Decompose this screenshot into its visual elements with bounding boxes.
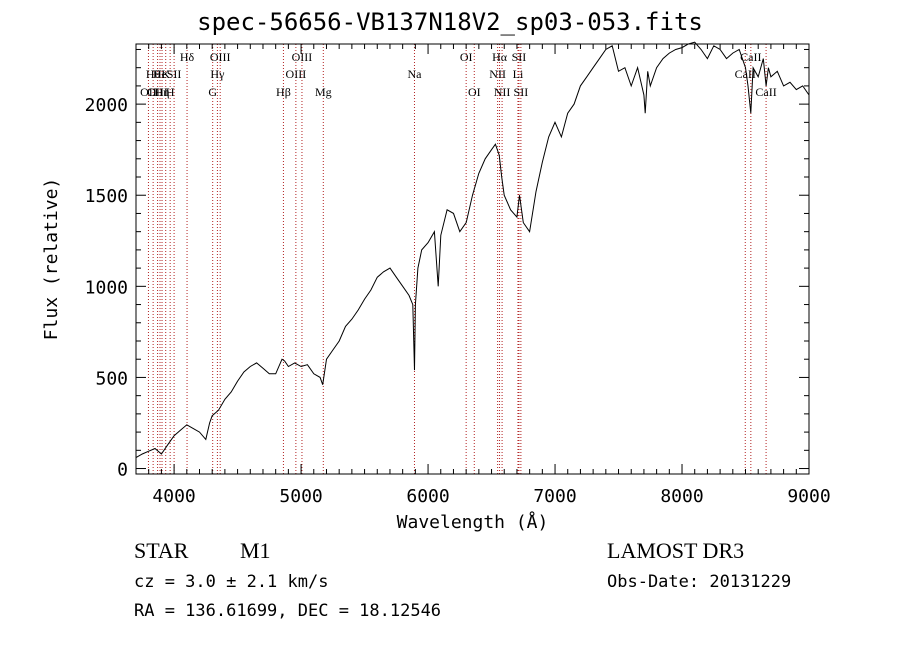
spectral-line-label-11: OIII: [210, 50, 231, 64]
redshift-info: cz = 3.0 ± 2.1 km/s: [134, 572, 329, 592]
spectral-line-label-3: He: [153, 67, 167, 81]
line-labels-layer: OII Hθ OIII He Hη KH SII Hδ G Hγ OIII Hβ OIII OIII Mg N…: [140, 50, 777, 99]
x-tick-label-2: 6000: [406, 486, 449, 507]
spectral-line-label-0: OII: [140, 85, 157, 99]
observation-date: Obs-Date: 20131229: [607, 572, 792, 592]
spectral-line-label-27: CaII: [755, 85, 776, 99]
spectral-line-label-12: Hβ: [276, 85, 291, 99]
spectral-line-label-14: OIII: [292, 50, 313, 64]
x-tick-label-1: 5000: [279, 486, 322, 507]
x-tick-label-4: 8000: [660, 486, 703, 507]
emission-lines-layer: [147, 44, 767, 474]
y-tick-label-3: 1500: [85, 186, 128, 207]
coordinates: RA = 136.61699, DEC = 18.12546: [134, 601, 442, 621]
spectral-line-label-25: CaII: [735, 67, 756, 81]
spectral-line-label-21: NII: [494, 85, 511, 99]
y-tick-label-4: 2000: [85, 95, 128, 116]
series-line-flux: [135, 41, 810, 459]
chart-title: spec-56656-VB137N18V2_sp03-053.fits: [197, 8, 703, 36]
spectral-line-label-22: Li: [513, 67, 524, 81]
x-tick-label-5: 9000: [787, 486, 830, 507]
y-axis-label: Flux (relative): [41, 178, 62, 341]
spectral-line-label-15: Mg: [315, 85, 332, 99]
series-layer: [135, 41, 810, 459]
y-tick-label-0: 0: [117, 460, 128, 481]
x-tick-label-3: 7000: [533, 486, 576, 507]
object-subclass: M1: [240, 538, 271, 563]
object-class: STAR: [134, 538, 189, 563]
spectral-line-label-16: Na: [407, 67, 422, 81]
x-tick-label-0: 4000: [152, 486, 195, 507]
y-tick-label-1: 500: [95, 368, 128, 389]
spectral-line-label-1: Hθ: [146, 67, 161, 81]
spectral-line-label-8: Hδ: [180, 50, 195, 64]
spectral-line-label-13: OIII: [286, 67, 307, 81]
spectral-line-label-19: NII: [489, 67, 506, 81]
x-axis-label: Wavelength (Å): [397, 511, 549, 533]
survey-name: LAMOST DR3: [607, 538, 745, 563]
spectral-line-label-4: Hη: [155, 85, 170, 99]
spectral-line-label-5: K: [161, 67, 170, 81]
spectral-line-label-23: SII: [512, 50, 527, 64]
spectral-line-label-26: CaII: [740, 50, 761, 64]
spectral-line-label-20: Hα: [492, 50, 508, 64]
spectral-line-label-18: OI: [468, 85, 481, 99]
ticks-layer: 4000 5000 6000 7000 8000 9000 0 500 1000 1500 2000: [85, 44, 831, 507]
y-tick-label-2: 1000: [85, 277, 128, 298]
spectral-line-label-10: Hγ: [210, 67, 225, 81]
spectral-line-label-7: SII: [167, 67, 182, 81]
spectral-line-label-9: G: [208, 85, 217, 99]
spectral-line-label-2: OIII: [147, 85, 168, 99]
spectral-line-label-24: SII: [514, 85, 529, 99]
spectral-line-label-17: OI: [460, 50, 473, 64]
spectral-line-label-6: H: [166, 85, 175, 99]
plot-frame: [135, 43, 810, 475]
